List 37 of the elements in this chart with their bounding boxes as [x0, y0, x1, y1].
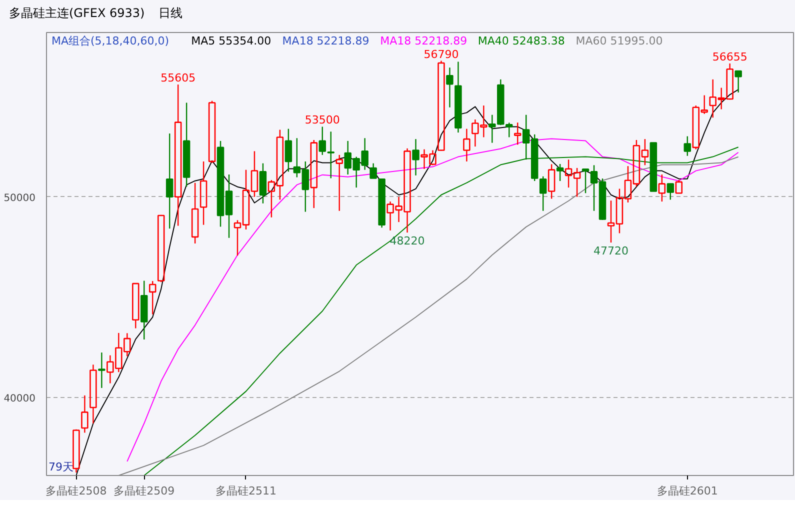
candlestick [166, 132, 174, 230]
annotation: 53500 [304, 114, 340, 127]
text: MA60 51995.00 [576, 34, 663, 48]
annotation: 47720 [594, 244, 628, 258]
text: MA18 52218.89 [380, 34, 468, 48]
candlestick [174, 84, 182, 226]
candlestick [90, 364, 97, 424]
candlestick [200, 160, 208, 226]
annotation: 56790 [424, 48, 459, 61]
x-tick-label: 多晶硅2509 [114, 484, 175, 498]
legend-title: MA组合(5,18,40,60,0) [52, 34, 170, 48]
annotation: 56655 [712, 50, 748, 64]
annotation: MA18 52218.89 [282, 34, 370, 48]
candlestick [284, 128, 292, 172]
candlestick [454, 61, 462, 134]
candlestick [140, 280, 148, 340]
candlestick [463, 128, 470, 162]
x-tick-label: 多晶硅2508 [46, 484, 107, 498]
candlestick [446, 66, 454, 108]
candlestick [514, 122, 522, 146]
text: MA5 55354.00 [191, 34, 272, 48]
annotation: 48220 [390, 234, 425, 248]
candlestick [412, 138, 420, 176]
candlestick [327, 131, 334, 179]
x-tick-label: 多晶硅2601 [656, 484, 718, 498]
x-tick-label: 多晶硅2511 [215, 484, 276, 498]
chart-subtitle: 日线 [158, 6, 183, 20]
chart-title: 多晶硅主连(GFEX 6933) [9, 6, 145, 20]
y-tick-label: 40000 [4, 393, 36, 404]
candlestick [81, 394, 88, 434]
line-series [76, 89, 739, 476]
candlestick [182, 102, 190, 188]
candlestick [98, 352, 106, 389]
y-tick-label: 50000 [4, 192, 36, 204]
text: MA40 52483.38 [478, 34, 565, 48]
annotation: 55605 [160, 72, 196, 85]
annotation: 79天 [48, 460, 74, 474]
